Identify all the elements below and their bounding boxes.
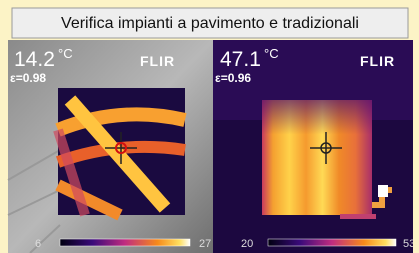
screenshot: Verifica impianti a pavimento e tradizio… [0, 0, 419, 253]
brand: FLIR [140, 53, 175, 69]
emissivity: ε=0.96 [215, 71, 251, 85]
temperature: 47.1 [220, 48, 261, 71]
temperature-unit: °C [58, 46, 73, 61]
scale-min: 6 [35, 238, 41, 250]
title: Verifica impianti a pavimento e tradizio… [61, 15, 359, 32]
temperature-unit: °C [264, 46, 279, 61]
brand: FLIR [360, 53, 395, 69]
scale-max: 27 [199, 238, 211, 250]
scale-min: 20 [241, 238, 253, 250]
temperature: 14.2 [14, 48, 55, 71]
emissivity: ε=0.98 [10, 71, 46, 85]
